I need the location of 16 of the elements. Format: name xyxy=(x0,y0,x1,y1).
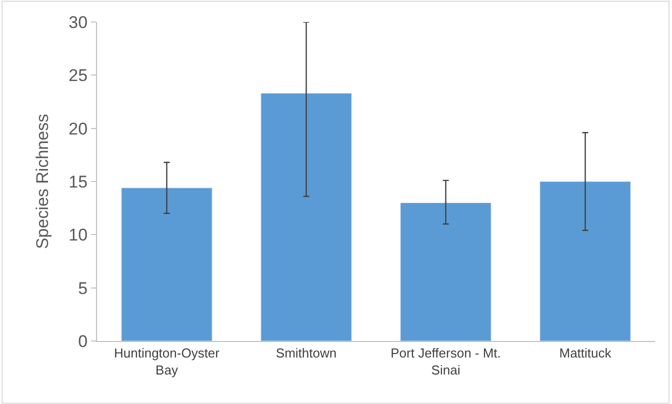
x-tick-label: Huntington-Oyster Bay xyxy=(114,346,220,378)
bar xyxy=(121,188,212,341)
y-tick-label: 0 xyxy=(78,332,88,351)
y-axis-title: Species Richness xyxy=(33,114,52,250)
bar xyxy=(540,181,631,341)
x-tick-label: Port Jefferson - Mt. Sinai xyxy=(390,346,501,378)
bar xyxy=(260,92,352,341)
y-tick-label: 25 xyxy=(68,66,88,86)
bar xyxy=(400,202,492,341)
y-tick-label: 15 xyxy=(68,172,88,192)
x-tick-label: Smithtown xyxy=(276,346,337,361)
y-tick-label: 5 xyxy=(78,278,88,298)
y-tick-label: 30 xyxy=(68,12,88,32)
y-tick-label: 10 xyxy=(68,226,88,245)
y-tick-label: 20 xyxy=(68,119,88,138)
x-tick-label: Mattituck xyxy=(559,346,612,361)
